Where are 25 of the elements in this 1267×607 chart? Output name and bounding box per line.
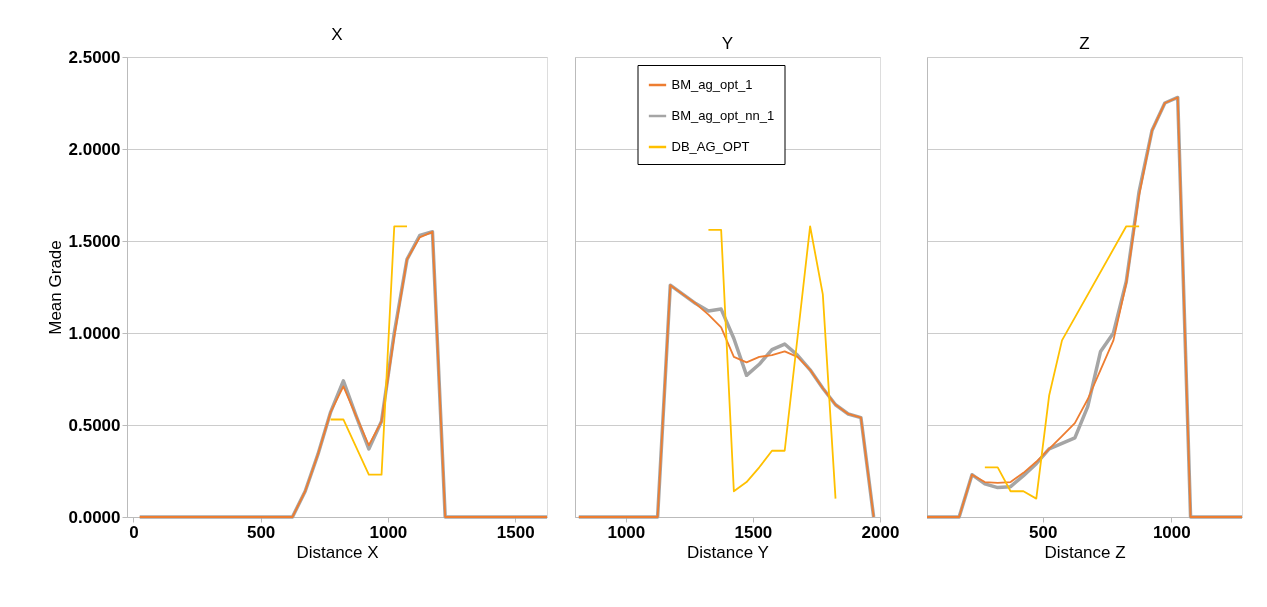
x-tick-label: 500	[246, 522, 276, 542]
x-tick-label: 1000	[369, 522, 408, 542]
legend-label: BM_ag_opt_nn_1	[671, 108, 775, 123]
x-axis-title: Distance Z	[1044, 542, 1126, 562]
y-tick-label: 2.0000	[68, 139, 121, 159]
x-axis-title: Distance X	[296, 542, 379, 562]
y-tick-label: 2.5000	[68, 47, 121, 67]
x-tick-label: 500	[1029, 522, 1058, 542]
x-tick-label: 1000	[607, 522, 646, 542]
y-axis-title: Mean Grade	[45, 240, 65, 335]
y-tick-label: 1.5000	[68, 231, 121, 251]
x-tick-label: 1500	[734, 522, 773, 542]
x-tick-label: 1500	[496, 522, 535, 542]
x-tick-label: 2000	[861, 522, 900, 542]
y-tick-label: 0.5000	[68, 415, 121, 435]
y-tick-label: 1.0000	[68, 323, 121, 343]
x-axis-title: Distance Y	[687, 542, 769, 562]
chart-title: Z	[1079, 34, 1090, 53]
legend-label: BM_ag_opt_1	[671, 77, 753, 92]
x-tick-label: 0	[129, 522, 139, 542]
y-tick-label: 0.0000	[68, 507, 121, 527]
legend-label: DB_AG_OPT	[671, 139, 750, 154]
chart-title: Y	[721, 34, 734, 53]
chart-title: X	[331, 25, 343, 44]
x-tick-label: 1000	[1152, 522, 1191, 542]
